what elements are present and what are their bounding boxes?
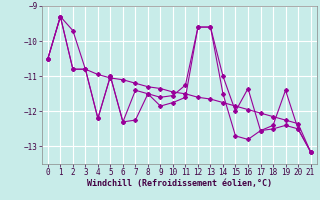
X-axis label: Windchill (Refroidissement éolien,°C): Windchill (Refroidissement éolien,°C) (87, 179, 272, 188)
